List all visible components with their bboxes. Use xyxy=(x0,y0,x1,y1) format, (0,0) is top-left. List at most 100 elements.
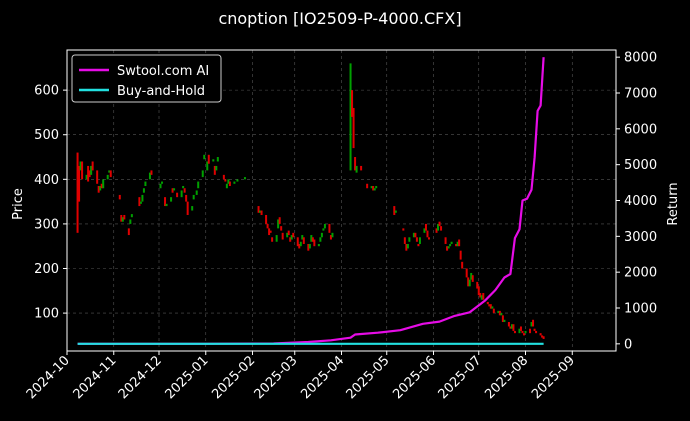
candle xyxy=(176,192,179,198)
candle xyxy=(354,157,357,171)
legend-box xyxy=(71,54,222,103)
candle xyxy=(450,241,453,244)
candle xyxy=(227,179,230,184)
candle xyxy=(418,237,421,244)
candle xyxy=(465,268,468,278)
candle xyxy=(477,286,480,296)
candle xyxy=(109,170,112,178)
candle xyxy=(501,315,504,323)
y-axis-label-right: Return xyxy=(666,182,681,225)
candle xyxy=(307,243,310,251)
candle xyxy=(108,170,111,173)
candle xyxy=(191,206,194,211)
candle xyxy=(529,328,532,334)
y-tick-label-left: 400 xyxy=(34,173,59,188)
y-tick-label-right: 1000 xyxy=(624,302,657,317)
legend-label-ai: Swtool.com AI xyxy=(117,64,209,79)
candle xyxy=(440,226,443,231)
candle xyxy=(186,201,189,215)
candle xyxy=(139,201,142,204)
candle xyxy=(500,313,503,316)
candle xyxy=(78,165,81,202)
candle xyxy=(444,237,447,244)
candle xyxy=(197,181,200,189)
candle xyxy=(265,214,268,224)
candle xyxy=(403,237,406,244)
candle xyxy=(532,319,535,327)
y-tick-label-right: 0 xyxy=(624,337,632,352)
candle xyxy=(310,235,313,242)
candle xyxy=(302,237,305,244)
candle xyxy=(542,336,545,339)
candle xyxy=(366,183,369,189)
candle xyxy=(486,301,489,305)
y-tick-label-right: 2000 xyxy=(624,266,657,281)
candle xyxy=(437,223,440,231)
candle xyxy=(489,304,492,309)
candle xyxy=(150,170,153,175)
candle xyxy=(329,235,332,240)
y-tick-label-right: 4000 xyxy=(624,194,657,209)
candle xyxy=(498,310,501,316)
candle xyxy=(286,232,289,238)
candle xyxy=(512,324,515,331)
candle xyxy=(456,241,459,247)
candle xyxy=(480,295,483,300)
candle xyxy=(535,330,538,334)
candle xyxy=(287,230,290,236)
y-tick-label-right: 7000 xyxy=(624,87,657,102)
candle xyxy=(320,232,323,238)
candle xyxy=(313,239,316,247)
candle xyxy=(408,237,411,242)
y-axis-label-left: Price xyxy=(11,188,26,220)
candle xyxy=(91,161,94,171)
candle xyxy=(311,237,314,242)
candle xyxy=(106,174,109,180)
y-tick-label-left: 100 xyxy=(34,307,59,322)
candle xyxy=(298,243,301,249)
candle xyxy=(271,237,274,242)
candle xyxy=(476,281,479,289)
candle xyxy=(497,310,500,314)
candle xyxy=(243,177,246,180)
candle xyxy=(195,190,198,195)
candle xyxy=(102,179,105,189)
candle xyxy=(207,154,210,164)
candle xyxy=(192,194,195,200)
candle xyxy=(417,243,420,247)
candle xyxy=(426,230,429,238)
candle xyxy=(427,237,430,240)
candle xyxy=(228,181,231,187)
candle xyxy=(352,107,355,149)
candle xyxy=(373,188,376,191)
y-tick-label-left: 300 xyxy=(34,217,59,232)
legend-label-buy-and-hold: Buy-and-Hold xyxy=(117,84,205,99)
candle xyxy=(96,170,99,184)
candle xyxy=(308,243,311,249)
candle xyxy=(180,190,183,198)
candle xyxy=(414,232,417,238)
candle xyxy=(446,246,449,251)
candle xyxy=(257,206,260,213)
candle xyxy=(459,250,462,260)
candle xyxy=(375,186,378,189)
candle xyxy=(97,186,100,193)
candle xyxy=(467,277,470,287)
candle xyxy=(201,170,204,178)
candle xyxy=(260,210,263,215)
candle xyxy=(173,188,176,191)
candle xyxy=(328,223,331,233)
candle xyxy=(530,322,533,327)
candle xyxy=(519,326,522,331)
candle xyxy=(299,241,302,247)
candle xyxy=(541,335,544,338)
candle xyxy=(148,172,151,180)
candle xyxy=(292,232,295,238)
candle xyxy=(206,161,209,171)
candle xyxy=(510,324,513,329)
candle xyxy=(322,228,325,231)
candle xyxy=(349,63,352,171)
candle xyxy=(521,330,524,334)
candle xyxy=(424,223,427,231)
candle xyxy=(127,228,130,236)
